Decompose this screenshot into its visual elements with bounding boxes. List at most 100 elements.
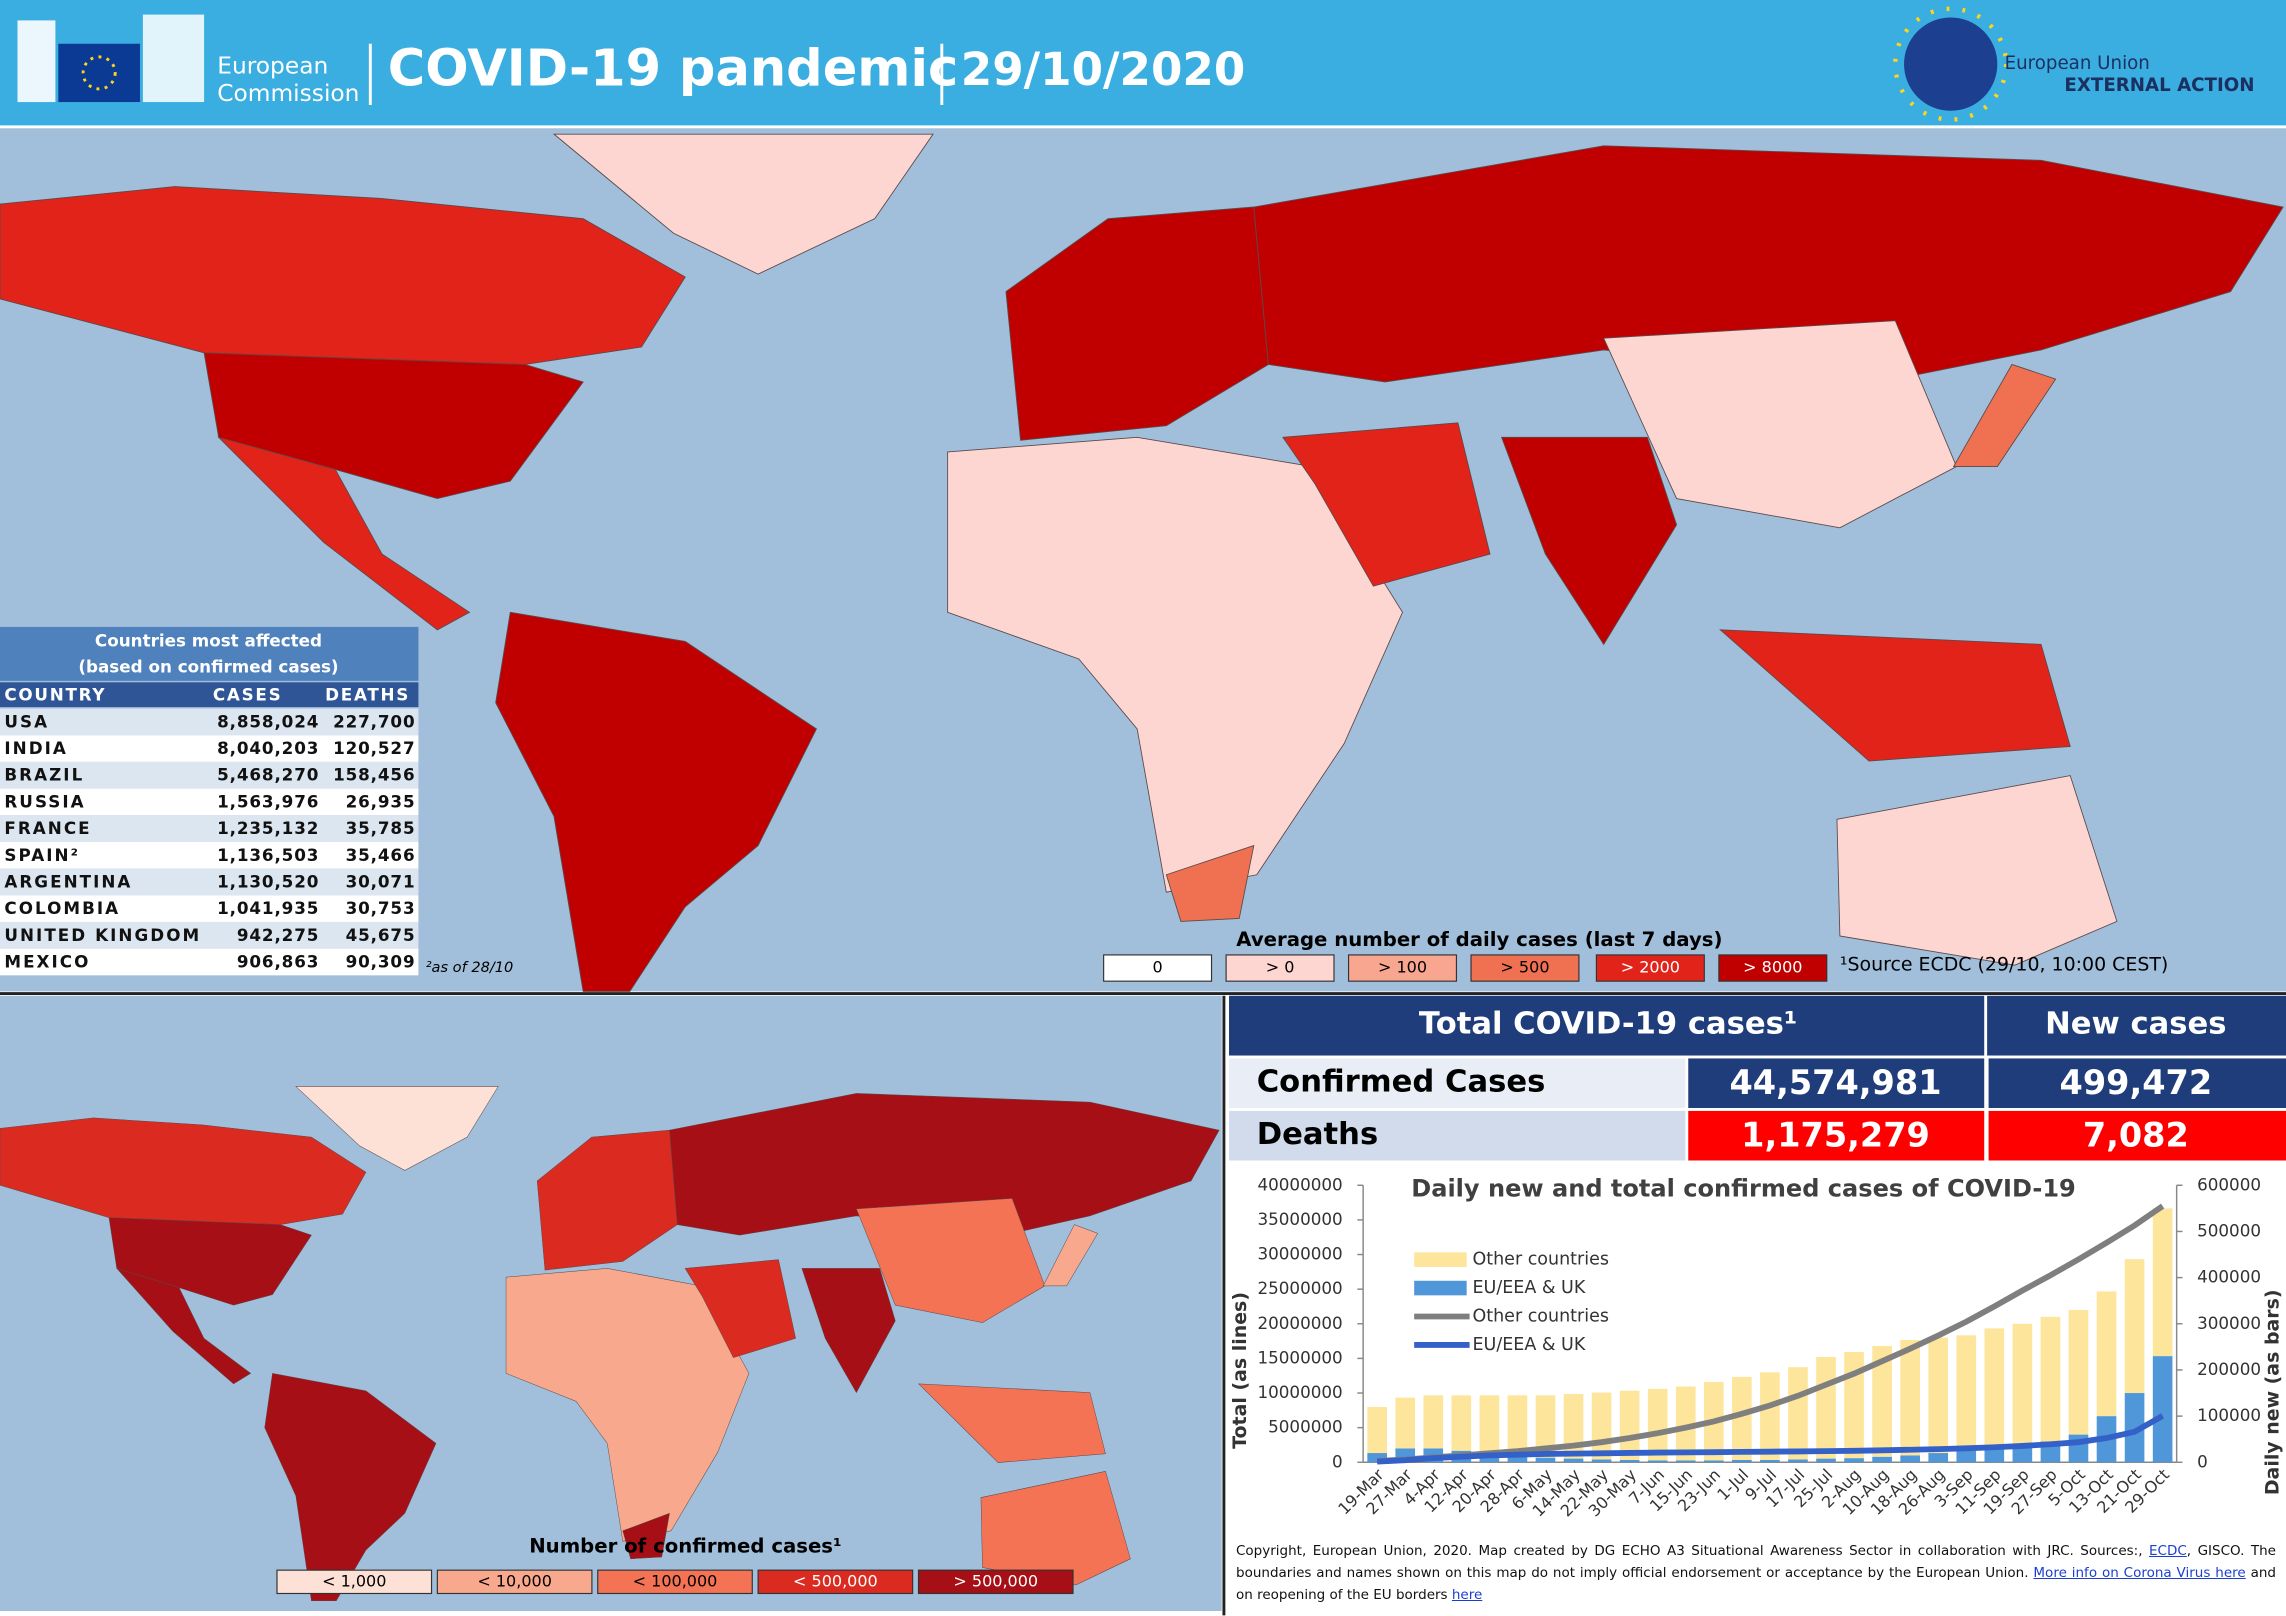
bar <box>2124 1259 2145 1394</box>
table-cell: 26,935 <box>346 791 416 811</box>
legend-swatch <box>1595 954 1705 982</box>
y2-tick-label: 100000 <box>2197 1405 2261 1425</box>
bar <box>1535 1395 1556 1458</box>
y-tick-label: 5000000 <box>1268 1417 1343 1437</box>
bar <box>1619 1390 1640 1460</box>
legend-swatch <box>1718 954 1828 982</box>
bar <box>1423 1395 1444 1449</box>
legend-label: < 100,000 <box>633 1571 718 1590</box>
legend-swatch <box>597 1569 753 1595</box>
table-cell: 158,456 <box>333 765 415 785</box>
bar <box>1984 1448 2005 1463</box>
bar <box>1367 1406 1387 1454</box>
table-note: ²as of 28/10 <box>426 959 514 976</box>
legend-swatch <box>436 1569 593 1595</box>
y2-axis-label: Daily new (as bars) <box>2261 1289 2283 1495</box>
table-cell: 1,041,935 <box>217 898 319 918</box>
bar <box>1647 1388 1668 1461</box>
table-row-bg <box>0 815 419 842</box>
summary-header-bg <box>1229 995 2286 1056</box>
bar <box>1395 1397 1416 1449</box>
bar <box>1732 1376 1752 1460</box>
y-axis-label: Total (as lines) <box>1229 1292 1251 1449</box>
table-cell: 227,700 <box>333 711 415 731</box>
y2-tick-label: 500000 <box>2197 1220 2261 1240</box>
legend-label: EU/EEA & UK <box>1472 1278 1585 1298</box>
y-tick-label: 40000000 <box>1257 1174 1342 1194</box>
legend-label: Other countries <box>1472 1250 1608 1270</box>
legend-label: > 500 <box>1500 958 1549 977</box>
footer-link[interactable]: here <box>1451 1587 1483 1603</box>
legend-title: Average number of daily cases (last 7 da… <box>1236 928 1722 951</box>
table-cell: 35,785 <box>346 818 416 838</box>
footer-link[interactable]: More info on Corona Virus here <box>2033 1565 2246 1581</box>
bar <box>1900 1339 1920 1456</box>
table-cell: 30,071 <box>346 871 416 891</box>
bar <box>2096 1291 2117 1417</box>
table-cell: 906,863 <box>237 952 319 972</box>
source-note: ¹Source ECDC (29/10, 10:00 CEST) <box>1840 954 2168 976</box>
bar <box>1928 1453 1949 1463</box>
summary-value-bg <box>1988 1110 2286 1161</box>
bar <box>1872 1345 1892 1457</box>
legend-label: < 10,000 <box>477 1571 552 1590</box>
table-cell: BRAZIL <box>4 765 84 785</box>
y2-tick-label: 0 <box>2197 1451 2208 1471</box>
bar <box>1900 1455 1920 1463</box>
table-cell: MEXICO <box>4 952 90 972</box>
legend-label: > 8000 <box>1743 958 1802 977</box>
bar <box>1844 1458 1864 1463</box>
bar <box>1591 1459 1612 1463</box>
footer-text: Copyright, European Union, 2020. Map cre… <box>1236 1543 2150 1559</box>
page-title: COVID-19 pandemic <box>388 39 958 98</box>
footer-text: , GISCO. The boundaries and names shown … <box>1236 1543 2276 1581</box>
y2-tick-label: 400000 <box>2197 1267 2261 1287</box>
bar <box>1760 1372 1780 1460</box>
y-tick-label: 15000000 <box>1257 1347 1342 1367</box>
bar <box>1507 1455 1528 1463</box>
bar <box>1675 1460 1696 1463</box>
summary-label: Confirmed Cases <box>1257 1065 1546 1100</box>
line <box>1377 1413 2165 1465</box>
y-tick-label: 20000000 <box>1257 1313 1342 1333</box>
table-cell: USA <box>4 711 49 731</box>
world-map-total <box>0 995 1222 1611</box>
bar <box>1367 1453 1387 1463</box>
bar <box>2040 1316 2061 1442</box>
legend-swatch <box>1470 954 1580 982</box>
table-cell: 1,563,976 <box>217 791 319 811</box>
footer-text: and on reopening of the EU borders <box>1236 1565 2276 1603</box>
table-row-bg <box>0 788 419 816</box>
table-row-bg <box>0 761 419 789</box>
table-row-bg <box>0 868 419 896</box>
bar <box>1619 1459 1640 1463</box>
eeas-name: EXTERNAL ACTION <box>2064 75 2254 96</box>
bar <box>1563 1458 1584 1463</box>
bar <box>1675 1386 1696 1461</box>
eeas-name: European Union <box>2005 53 2150 74</box>
bar <box>1591 1392 1612 1460</box>
table-cell: RUSSIA <box>4 791 85 811</box>
table-header: DEATHS <box>325 684 410 704</box>
table-cell: 5,468,270 <box>217 765 319 785</box>
y2-tick-label: 600000 <box>2197 1174 2261 1194</box>
table-title: (based on confirmed cases) <box>78 657 338 677</box>
page-date: 29/10/2020 <box>961 43 1246 96</box>
table-cell: 35,466 <box>346 845 416 865</box>
bar <box>1956 1450 1977 1463</box>
table-cell: COLOMBIA <box>4 898 120 918</box>
bar <box>2152 1208 2173 1357</box>
legend-swatch <box>757 1569 914 1595</box>
legend-label: < 500,000 <box>793 1571 878 1590</box>
legend-label: EU/EEA & UK <box>1472 1335 1585 1355</box>
summary-label-bg <box>1229 1110 1686 1161</box>
bar <box>1703 1460 1724 1463</box>
legend-label: > 500,000 <box>953 1571 1038 1590</box>
summary-value: 1,175,279 <box>1741 1116 1930 1155</box>
summary-label: Deaths <box>1257 1117 1378 1152</box>
footer-link[interactable]: ECDC <box>2149 1543 2187 1559</box>
table-cell: 45,675 <box>346 925 416 945</box>
bar <box>1872 1456 1892 1463</box>
chart-title: Daily new and total confirmed cases of C… <box>1411 1175 2076 1203</box>
